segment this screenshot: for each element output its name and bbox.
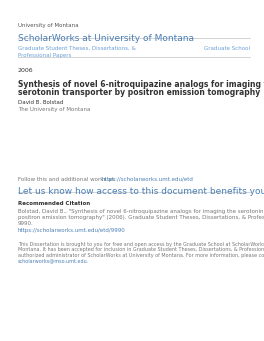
Text: David B. Bolstad: David B. Bolstad [18,100,63,105]
Text: positron emission tomography" (2006). Graduate Student Theses, Dissertations, & : positron emission tomography" (2006). Gr… [18,215,264,220]
Text: scholarworks@mso.umt.edu.: scholarworks@mso.umt.edu. [18,258,89,264]
Text: https://scholarworks.umt.edu/etd/9990: https://scholarworks.umt.edu/etd/9990 [18,228,126,233]
Text: Montana. It has been accepted for inclusion in Graduate Student Theses, Disserta: Montana. It has been accepted for inclus… [18,248,264,252]
Text: Bolstad, David B., "Synthesis of novel 6-nitroquipazine analogs for imaging the : Bolstad, David B., "Synthesis of novel 6… [18,209,264,214]
Text: Professional Papers: Professional Papers [18,53,71,58]
Text: https://scholarworks.umt.edu/etd: https://scholarworks.umt.edu/etd [102,177,194,182]
Text: Graduate Student Theses, Dissertations, &: Graduate Student Theses, Dissertations, … [18,46,136,51]
Text: 9990.: 9990. [18,221,34,226]
Text: authorized administrator of ScholarWorks at University of Montana. For more info: authorized administrator of ScholarWorks… [18,253,264,258]
Text: Synthesis of novel 6-nitroquipazine analogs for imaging the: Synthesis of novel 6-nitroquipazine anal… [18,80,264,89]
Text: ScholarWorks at University of Montana: ScholarWorks at University of Montana [18,34,194,43]
Text: The University of Montana: The University of Montana [18,107,91,112]
Text: Graduate School: Graduate School [204,46,250,51]
Text: Recommended Citation: Recommended Citation [18,201,90,206]
Text: serotonin transporter by positron emission tomography: serotonin transporter by positron emissi… [18,88,260,97]
Text: University of Montana: University of Montana [18,23,79,28]
Text: Follow this and additional works at:: Follow this and additional works at: [18,177,117,182]
Text: This Dissertation is brought to you for free and open access by the Graduate Sch: This Dissertation is brought to you for … [18,242,264,247]
Text: Let us know how access to this document benefits you.: Let us know how access to this document … [18,187,264,196]
Text: 2006: 2006 [18,68,34,73]
